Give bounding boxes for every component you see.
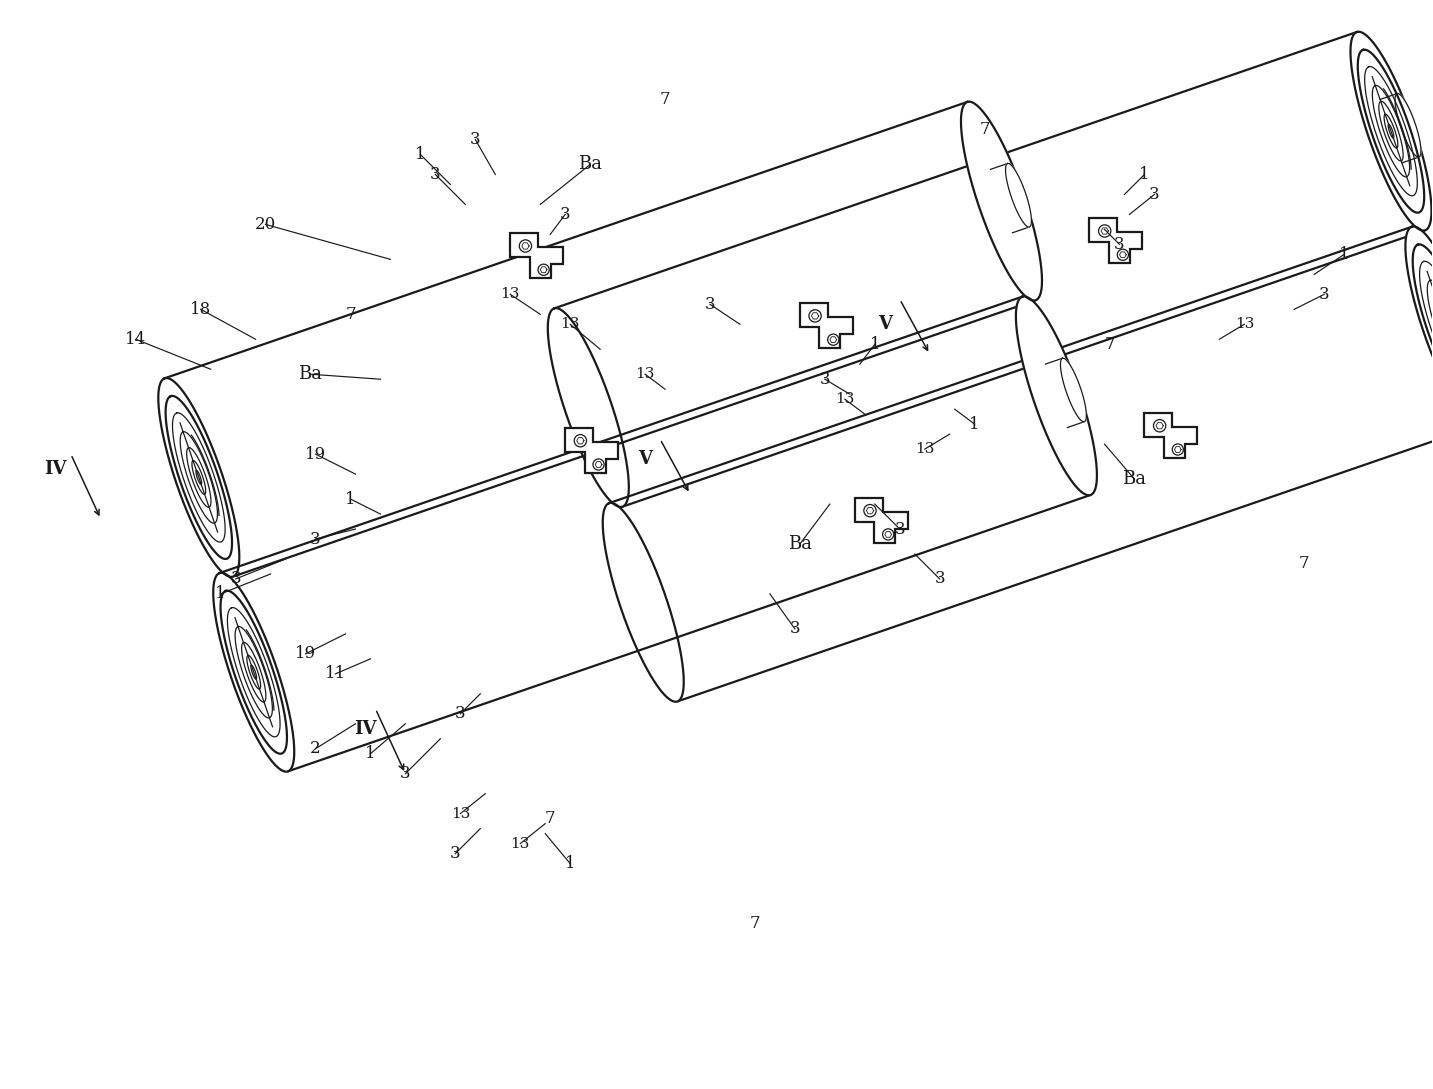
Text: 7: 7: [345, 306, 355, 322]
Text: Ba: Ba: [788, 535, 813, 553]
Text: 1: 1: [345, 490, 355, 507]
Polygon shape: [854, 498, 907, 542]
Text: 13: 13: [560, 317, 580, 331]
Circle shape: [808, 309, 821, 322]
Text: 2: 2: [310, 741, 321, 757]
Text: 3: 3: [560, 206, 570, 223]
Text: 19: 19: [305, 445, 327, 463]
Circle shape: [1172, 444, 1184, 455]
Text: 20: 20: [255, 216, 277, 233]
Text: 7: 7: [749, 915, 761, 932]
Text: 3: 3: [1318, 285, 1330, 303]
Text: V: V: [638, 450, 652, 468]
Text: 7: 7: [1105, 335, 1115, 353]
Text: 13: 13: [1235, 317, 1254, 331]
Polygon shape: [158, 378, 239, 577]
Polygon shape: [547, 308, 629, 507]
Circle shape: [537, 265, 549, 276]
Text: 13: 13: [500, 287, 520, 302]
Circle shape: [519, 240, 532, 253]
Text: 13: 13: [835, 392, 854, 406]
Text: 1: 1: [416, 146, 426, 163]
Circle shape: [883, 529, 894, 540]
Text: Ba: Ba: [577, 156, 602, 173]
Polygon shape: [510, 233, 563, 278]
Text: 3: 3: [1115, 236, 1125, 253]
Text: 1: 1: [969, 416, 980, 432]
Polygon shape: [1406, 227, 1433, 426]
Text: 3: 3: [934, 571, 944, 587]
Text: 7: 7: [545, 810, 556, 828]
Circle shape: [1118, 249, 1128, 260]
Text: 18: 18: [191, 301, 211, 318]
Text: 1: 1: [1139, 166, 1149, 183]
Text: 3: 3: [310, 530, 321, 548]
Text: 1: 1: [870, 335, 880, 353]
Text: 13: 13: [450, 807, 470, 821]
Text: 7: 7: [979, 121, 990, 138]
Text: 11: 11: [325, 665, 347, 683]
Circle shape: [828, 334, 838, 345]
Text: 1: 1: [1338, 246, 1350, 262]
Text: 19: 19: [295, 646, 317, 662]
Circle shape: [864, 504, 876, 517]
Polygon shape: [1394, 94, 1422, 157]
Text: 3: 3: [400, 766, 411, 782]
Text: Ba: Ba: [298, 365, 322, 383]
Text: 3: 3: [705, 296, 715, 313]
Polygon shape: [165, 101, 1036, 577]
Polygon shape: [1016, 296, 1096, 495]
Polygon shape: [962, 101, 1042, 301]
Circle shape: [593, 458, 605, 470]
Polygon shape: [219, 296, 1091, 772]
Polygon shape: [609, 227, 1433, 701]
Polygon shape: [800, 304, 853, 348]
Polygon shape: [603, 503, 684, 701]
Text: 1: 1: [365, 745, 375, 762]
Text: IV: IV: [44, 460, 67, 478]
Text: 14: 14: [125, 331, 146, 347]
Text: 3: 3: [430, 166, 441, 183]
Polygon shape: [1089, 219, 1142, 264]
Polygon shape: [565, 428, 618, 473]
Text: 7: 7: [1298, 555, 1310, 573]
Polygon shape: [214, 573, 294, 772]
Text: Ba: Ba: [1122, 470, 1146, 488]
Circle shape: [1099, 224, 1111, 237]
Polygon shape: [1350, 32, 1432, 231]
Text: 13: 13: [635, 367, 655, 381]
Text: 3: 3: [1149, 186, 1159, 203]
Polygon shape: [555, 32, 1426, 507]
Text: 3: 3: [470, 131, 480, 148]
Text: 1: 1: [565, 855, 576, 872]
Text: V: V: [878, 316, 891, 333]
Text: 1: 1: [215, 586, 226, 602]
Polygon shape: [1145, 413, 1198, 457]
Polygon shape: [1006, 163, 1032, 227]
Text: 13: 13: [510, 836, 530, 851]
Circle shape: [575, 435, 586, 446]
Polygon shape: [1060, 358, 1086, 421]
Text: 13: 13: [916, 442, 934, 456]
Text: IV: IV: [354, 720, 377, 737]
Text: 3: 3: [790, 621, 800, 637]
Text: 3: 3: [894, 521, 906, 538]
Circle shape: [1154, 419, 1166, 432]
Text: 3: 3: [456, 706, 466, 722]
Text: 3: 3: [820, 370, 830, 388]
Text: 3: 3: [231, 571, 241, 587]
Text: 3: 3: [450, 845, 460, 862]
Text: 7: 7: [659, 91, 671, 108]
